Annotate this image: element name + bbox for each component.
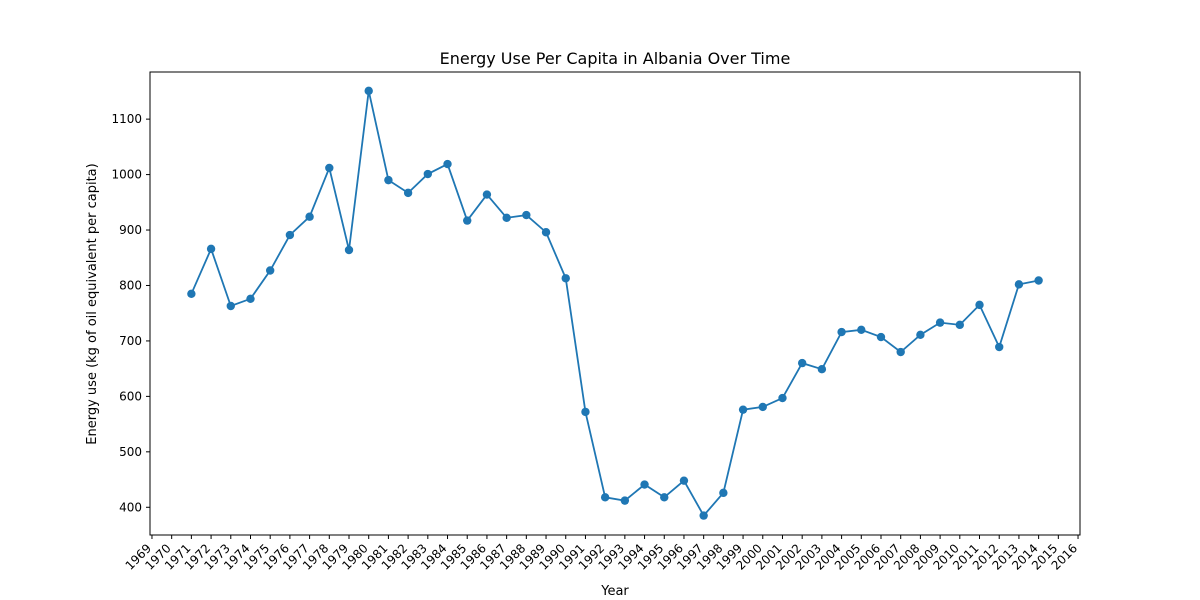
- data-point: [443, 159, 452, 169]
- y-tick-label: 400: [119, 500, 142, 514]
- data-point: [896, 347, 905, 357]
- y-axis: 400 500 600 700 800 900 1000 1100: [111, 112, 150, 514]
- data-point: [738, 405, 748, 414]
- y-tick-label: 700: [119, 334, 142, 348]
- data-point: [187, 289, 196, 298]
- data-point: [699, 511, 708, 520]
- data-point: [561, 274, 570, 283]
- data-point: [344, 245, 354, 255]
- y-tick-label: 1100: [111, 112, 142, 126]
- data-point: [246, 294, 255, 303]
- data-point: [482, 190, 492, 199]
- data-point: [423, 169, 433, 179]
- data-point: [206, 244, 216, 254]
- data-point: [955, 320, 965, 330]
- series-layer: [187, 86, 1043, 520]
- data-point: [581, 407, 590, 417]
- chart-title: Energy Use Per Capita in Albania Over Ti…: [440, 49, 791, 68]
- data-point: [541, 228, 551, 237]
- data-point: [384, 175, 393, 185]
- y-tick-label: 1000: [111, 168, 142, 182]
- data-point: [837, 327, 846, 337]
- data-point: [463, 216, 472, 225]
- data-point: [876, 332, 886, 342]
- data-point: [916, 330, 925, 340]
- data-point: [1014, 280, 1024, 289]
- data-point: [660, 493, 669, 502]
- data-point: [522, 210, 531, 220]
- x-axis: 1969197019711972197319741975197619771978…: [123, 535, 1080, 573]
- data-point: [403, 188, 413, 198]
- data-point: [640, 480, 649, 489]
- data-point: [325, 163, 334, 173]
- data-point: [226, 301, 235, 311]
- data-point: [975, 300, 984, 310]
- data-point: [502, 213, 511, 223]
- data-point: [758, 402, 767, 412]
- data-point: [857, 325, 866, 335]
- data-point: [935, 318, 945, 327]
- data-point: [817, 365, 827, 374]
- data-point: [778, 393, 787, 403]
- data-point: [600, 493, 610, 502]
- y-axis-label: Energy use (kg of oil equivalent per cap…: [85, 163, 100, 444]
- data-point: [679, 476, 689, 485]
- data-point: [364, 86, 373, 96]
- data-point: [265, 266, 275, 275]
- data-point: [995, 342, 1004, 352]
- data-point: [719, 488, 728, 498]
- data-point: [285, 230, 295, 240]
- data-point: [620, 496, 630, 505]
- y-tick-label: 800: [119, 278, 142, 292]
- y-tick-label: 900: [119, 223, 142, 237]
- data-point: [1034, 276, 1043, 285]
- data-point: [797, 358, 807, 368]
- y-tick-label: 600: [119, 389, 142, 403]
- data-point: [305, 212, 314, 221]
- plot-area: [149, 71, 1081, 536]
- series-line: [190, 90, 1039, 518]
- y-tick-label: 500: [119, 445, 142, 459]
- x-axis-label: Year: [600, 584, 629, 599]
